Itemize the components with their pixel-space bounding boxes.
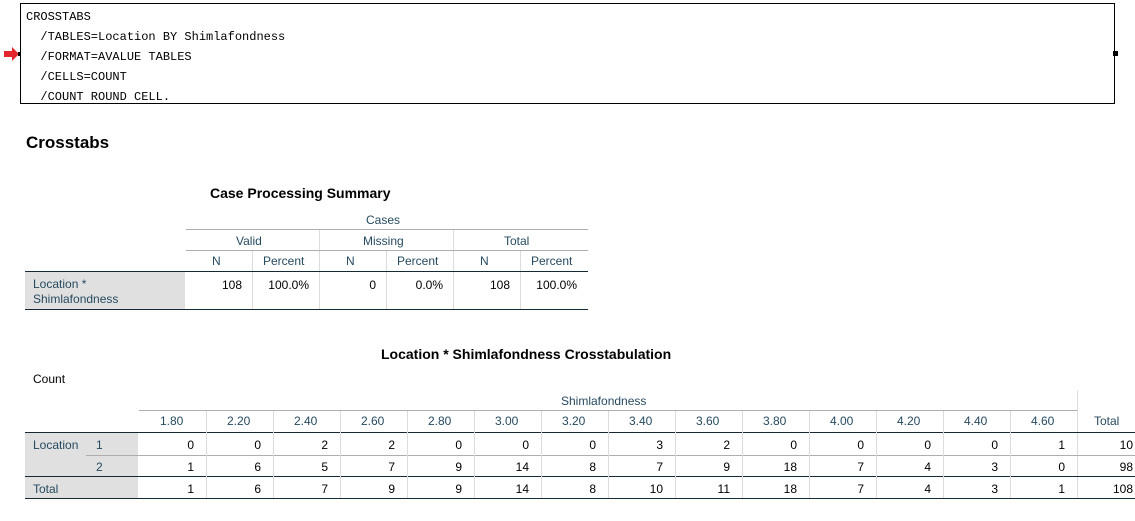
table-cell: 1 xyxy=(1058,482,1065,496)
column-header: 3.40 xyxy=(629,414,653,428)
syntax-line: CROSSTABS xyxy=(26,10,91,24)
column-header: 3.20 xyxy=(562,414,586,428)
table-cell: 0 xyxy=(924,438,931,452)
column-header: 2.40 xyxy=(294,414,318,428)
table-cell: 0 xyxy=(187,438,194,452)
table-cell: 0 xyxy=(1058,460,1065,474)
syntax-line: /TABLES=Location BY Shimlafondness xyxy=(26,30,286,44)
table-title: Location * Shimlafondness Crosstabulatio… xyxy=(381,346,672,362)
table-cell: 108 xyxy=(489,278,510,292)
row-variable-label: Location xyxy=(33,438,79,452)
column-header: N xyxy=(346,254,355,268)
table-cell-total: 108 xyxy=(1112,482,1133,496)
total-row-label: Total xyxy=(33,482,59,496)
table-cell: 8 xyxy=(589,482,596,496)
output-heading[interactable]: Crosstabs xyxy=(26,133,110,152)
column-header: 4.60 xyxy=(1031,414,1055,428)
table-cell: 0 xyxy=(254,438,261,452)
table-cell: 4 xyxy=(924,460,931,474)
table-cell: 4 xyxy=(924,482,931,496)
table-cell: 1 xyxy=(187,482,194,496)
table-cell: 0 xyxy=(589,438,596,452)
table-cell-total: 98 xyxy=(1119,460,1133,474)
table-cell: 0 xyxy=(991,438,998,452)
table-cell: 7 xyxy=(388,460,395,474)
column-group-header: Total xyxy=(504,234,530,248)
column-group-header: Cases xyxy=(366,213,401,227)
table-cell: 7 xyxy=(321,482,328,496)
table-cell: 0.0% xyxy=(415,278,443,292)
table-cell: 3 xyxy=(656,438,663,452)
table-cell: 3 xyxy=(991,482,998,496)
table-cell: 10 xyxy=(649,482,663,496)
table-cell: 2 xyxy=(321,438,328,452)
table-cell: 5 xyxy=(321,460,328,474)
column-group-header: Missing xyxy=(363,234,404,248)
syntax-line: /CELLS=COUNT xyxy=(26,70,127,84)
column-header: N xyxy=(212,254,221,268)
table-title: Case Processing Summary xyxy=(210,185,391,201)
column-header: 3.00 xyxy=(495,414,519,428)
table-cell: 6 xyxy=(254,460,261,474)
table-cell: 18 xyxy=(783,482,797,496)
syntax-line: /FORMAT=AVALUE TABLES xyxy=(26,50,192,64)
syntax-line: /COUNT ROUND CELL. xyxy=(26,90,171,104)
table-cell: 1 xyxy=(1058,438,1065,452)
table-cell: 7 xyxy=(857,460,864,474)
table-cell: 7 xyxy=(656,460,663,474)
table-cell: 9 xyxy=(388,482,395,496)
table-cell-total: 10 xyxy=(1119,438,1133,452)
table-cell: 0 xyxy=(522,438,529,452)
table-cell: 6 xyxy=(254,482,261,496)
table-cell: 0 xyxy=(790,438,797,452)
column-header: 4.00 xyxy=(830,414,854,428)
table-cell: 9 xyxy=(455,460,462,474)
table-cell: 11 xyxy=(717,482,730,496)
column-variable-header: Shimlafondness xyxy=(561,394,647,408)
column-header: 1.80 xyxy=(160,414,184,428)
syntax-log[interactable]: CROSSTABS /TABLES=Location BY Shimlafond… xyxy=(20,3,1115,104)
column-header: 4.20 xyxy=(897,414,921,428)
table-cell: 14 xyxy=(515,460,529,474)
column-group-header: Valid xyxy=(236,234,262,248)
table-cell: 0 xyxy=(857,438,864,452)
table-cell: 108 xyxy=(221,278,242,292)
table-cell: 3 xyxy=(991,460,998,474)
table-cell: 2 xyxy=(388,438,395,452)
column-header: 2.20 xyxy=(227,414,251,428)
row-category-label: 1 xyxy=(96,438,103,452)
column-header: Percent xyxy=(397,254,439,268)
resize-handle[interactable] xyxy=(1113,51,1118,56)
column-header: 4.40 xyxy=(964,414,988,428)
current-command-arrow-icon xyxy=(4,47,21,61)
column-header-total: Total xyxy=(1094,414,1120,428)
row-label: Location * xyxy=(33,277,87,291)
row-label: Shimlafondness xyxy=(33,292,119,306)
column-header: N xyxy=(480,254,489,268)
table-cell: 18 xyxy=(783,460,797,474)
column-header: 3.60 xyxy=(696,414,720,428)
column-header: 2.60 xyxy=(361,414,385,428)
table-cell: 2 xyxy=(723,438,730,452)
table-cell: 100.0% xyxy=(268,278,309,292)
count-label: Count xyxy=(33,372,66,386)
table-cell: 0 xyxy=(369,278,376,292)
column-header: 2.80 xyxy=(428,414,452,428)
table-cell: 7 xyxy=(857,482,864,496)
column-header: Percent xyxy=(531,254,573,268)
column-header: Percent xyxy=(263,254,305,268)
table-cell: 100.0% xyxy=(536,278,577,292)
row-category-label: 2 xyxy=(96,460,103,474)
table-cell: 14 xyxy=(515,482,529,496)
table-cell: 9 xyxy=(723,460,730,474)
table-cell: 9 xyxy=(455,482,462,496)
table-cell: 0 xyxy=(455,438,462,452)
table-cell: 8 xyxy=(589,460,596,474)
column-header: 3.80 xyxy=(763,414,787,428)
table-cell: 1 xyxy=(187,460,194,474)
